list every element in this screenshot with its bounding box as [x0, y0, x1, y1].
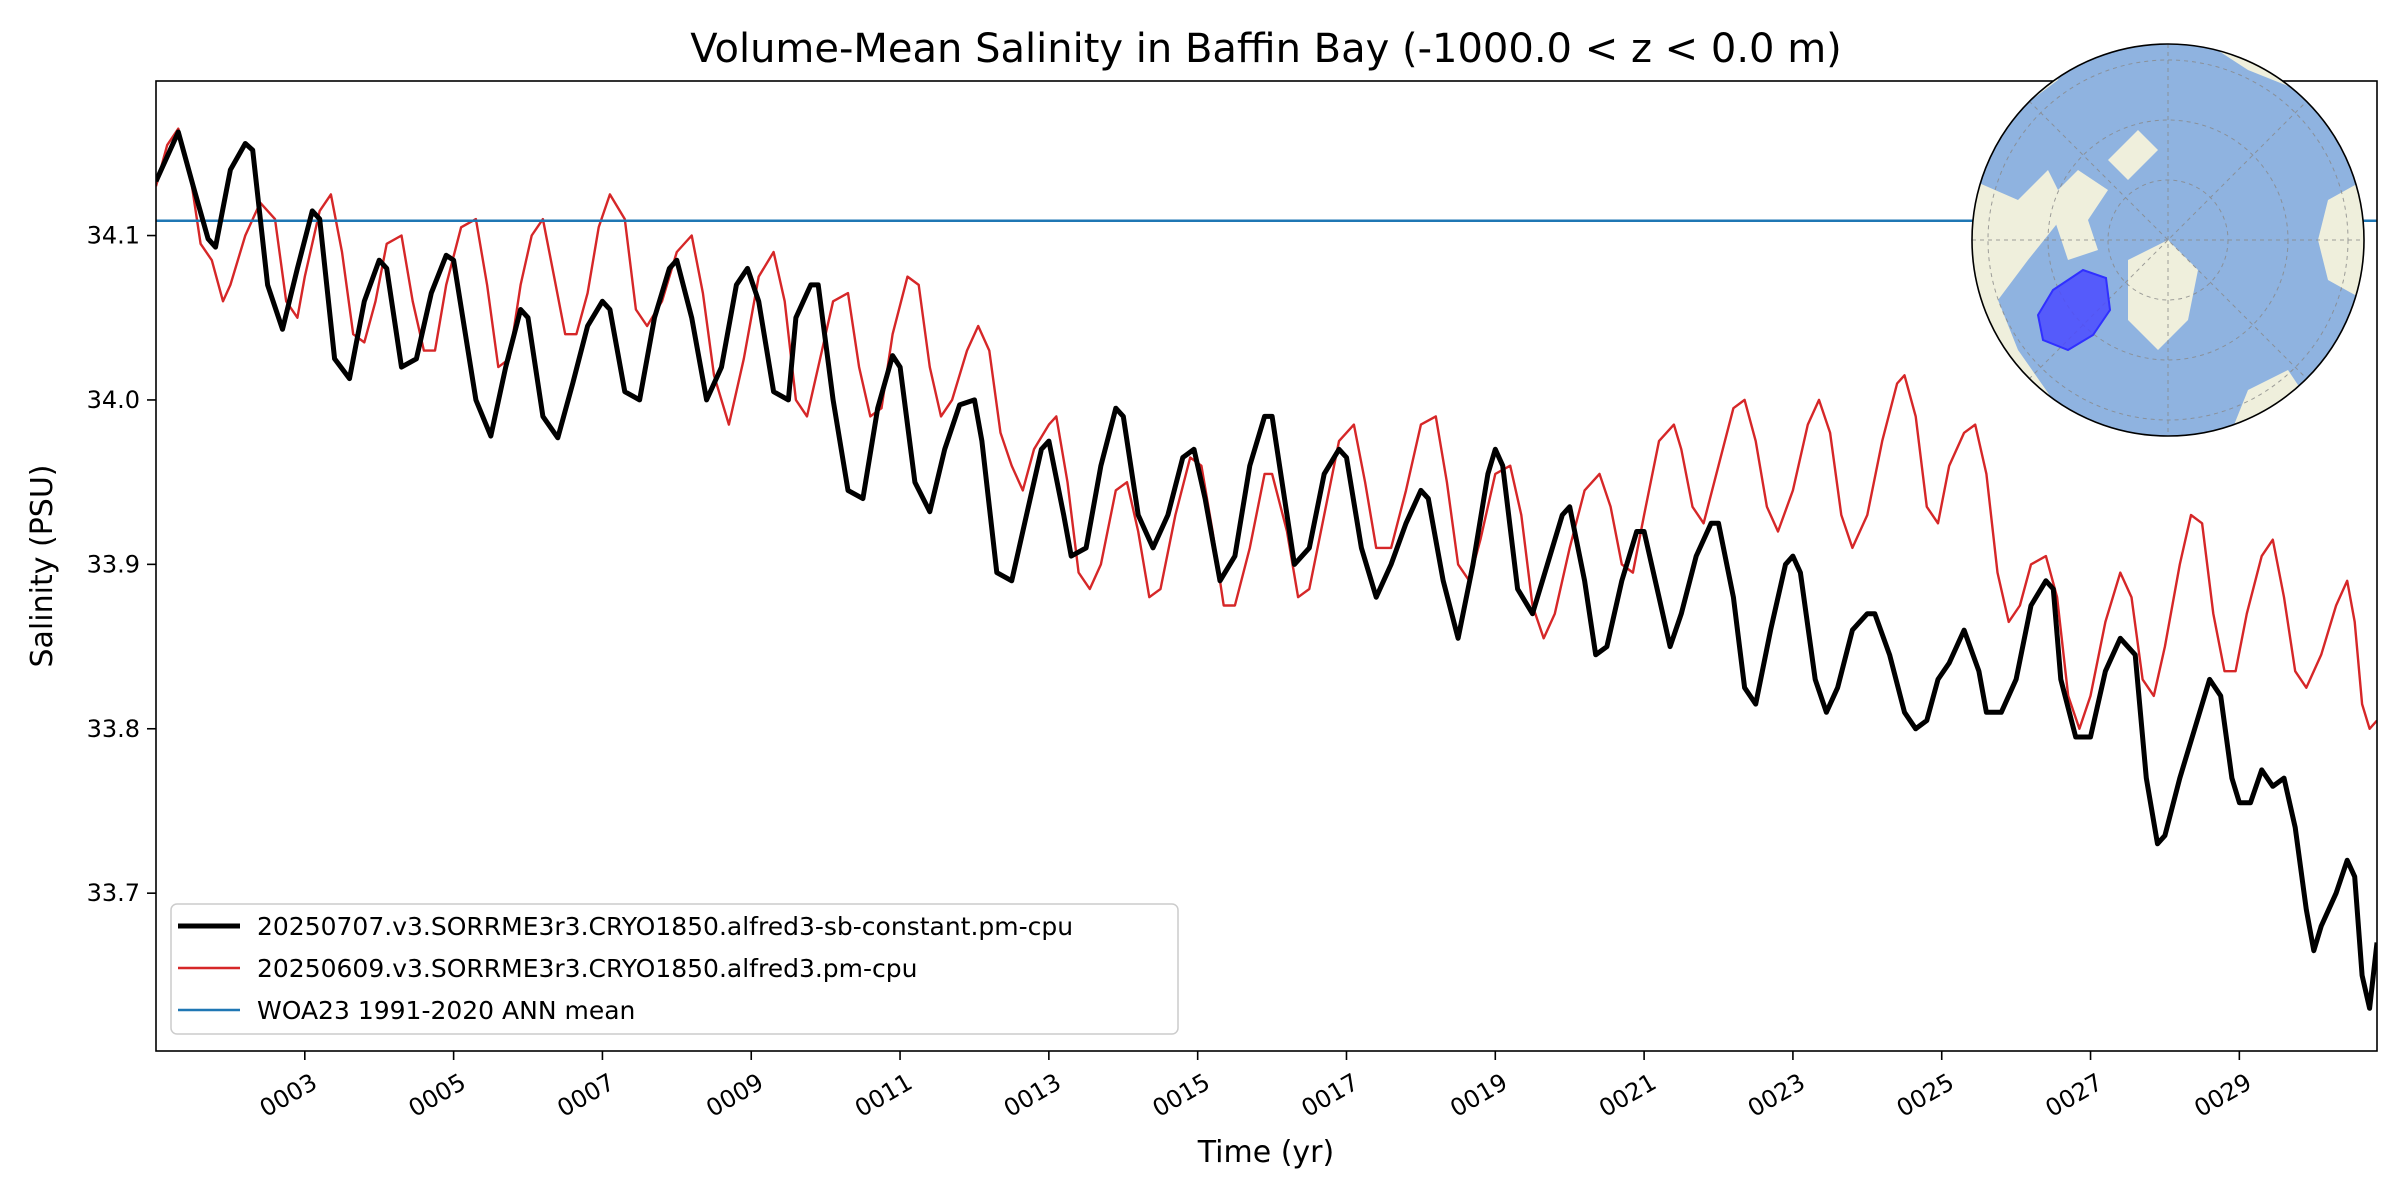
plot-frame [155, 80, 2378, 1052]
x-tick-label: 0003 [255, 1068, 322, 1123]
map-region-baffin-bay [2036, 268, 2112, 352]
x-tick-label: 0023 [1743, 1068, 1810, 1123]
x-tick-label: 0007 [553, 1068, 620, 1123]
map-land-arctic-islands [2048, 130, 2158, 260]
x-tick-label: 0017 [1297, 1068, 1364, 1123]
legend-label-series-1: 20250707.v3.SORRME3r3.CRYO1850.alfred3-s… [257, 912, 1073, 941]
inset-map [1971, 43, 2365, 437]
x-tick-label: 0019 [1445, 1068, 1512, 1123]
x-tick-label: 0005 [404, 1068, 471, 1123]
legend-frame [170, 903, 1179, 1035]
x-axis-title: Time (yr) [1197, 1135, 1334, 1170]
legend: 20250707.v3.SORRME3r3.CRYO1850.alfred3-s… [170, 903, 1179, 1035]
y-tick-label: 34.1 [87, 222, 140, 250]
map-land-greenland [2128, 240, 2198, 350]
x-tick-label: 0011 [850, 1068, 917, 1123]
series-line-1 [156, 129, 2377, 1011]
legend-label-series-2: 20250609.v3.SORRME3r3.CRYO1850.alfred3.p… [257, 954, 918, 983]
x-tick-label: 0025 [1892, 1068, 1959, 1123]
legend-label-series-3: WOA23 1991-2020 ANN mean [257, 996, 635, 1025]
x-tick-label: 0027 [2041, 1068, 2108, 1123]
x-tick-label: 0013 [999, 1068, 1066, 1123]
series-line-2 [156, 127, 2377, 730]
y-axis-title: Salinity (PSU) [25, 465, 60, 668]
x-tick-label: 0015 [1148, 1068, 1215, 1123]
y-tick-label: 33.9 [87, 550, 140, 578]
x-tick-label: 0009 [701, 1068, 768, 1123]
y-tick-label: 33.7 [87, 879, 140, 907]
chart-title: Volume-Mean Salinity in Baffin Bay (-100… [690, 26, 1842, 72]
map-border [1971, 43, 2365, 437]
y-tick-label: 34.0 [87, 386, 140, 414]
x-tick-label: 0021 [1594, 1068, 1661, 1123]
y-tick-label: 33.8 [87, 715, 140, 743]
x-tick-label: 0029 [2189, 1068, 2256, 1123]
